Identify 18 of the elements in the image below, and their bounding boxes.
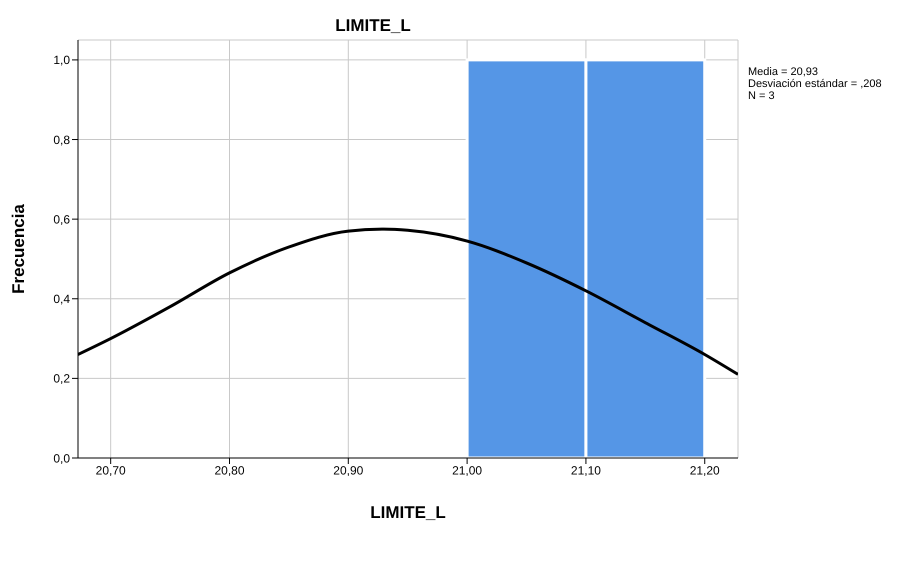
y-tick-label: 0,2 [53, 372, 70, 386]
x-tick-label: 21,10 [570, 464, 602, 478]
chart-title: LIMITE_L [334, 16, 412, 36]
x-tick-label: 21,00 [452, 464, 482, 478]
x-tick-label: 20,90 [333, 464, 364, 478]
y-tick-label: 0,8 [53, 132, 70, 147]
y-tick-label: 0,0 [53, 451, 70, 466]
y-tick-label: 0,6 [53, 212, 70, 226]
x-tick-label: 21,20 [690, 464, 720, 478]
text: Media = 20,93 [748, 66, 820, 78]
x-axis-title: LIMITE_L [370, 503, 446, 522]
x-tick-label: 20,80 [214, 464, 245, 478]
y-axis-title: Frecuencia [9, 204, 28, 294]
y-tick-label: 0,4 [53, 292, 70, 306]
text: N = 3 [748, 90, 776, 102]
text: Desviación estándar = ,208 [748, 78, 882, 90]
x-tick-label: 20,70 [96, 464, 126, 478]
y-tick-label: 1,0 [53, 53, 70, 68]
